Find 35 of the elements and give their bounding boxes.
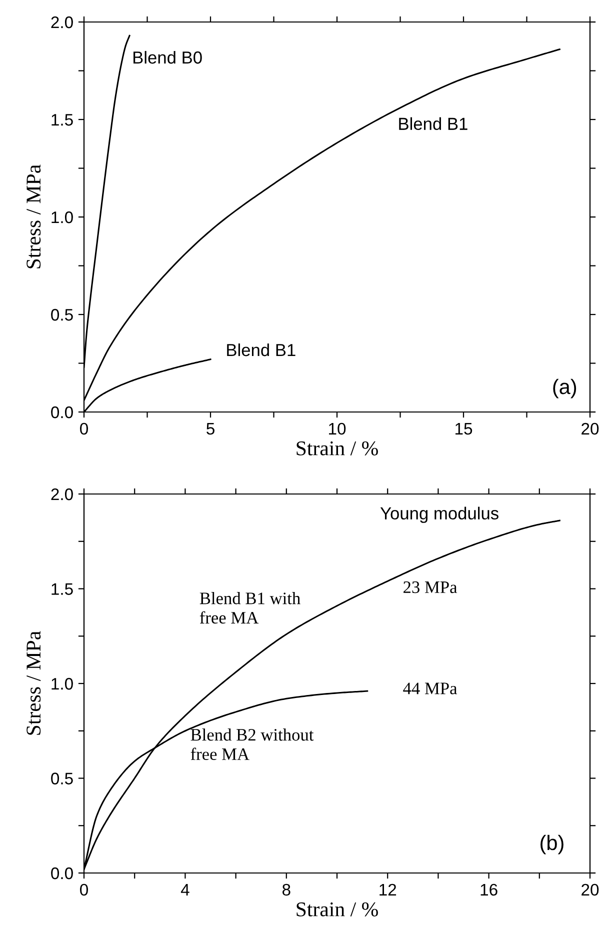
annotation: 23 MPa bbox=[404, 581, 458, 594]
y-tick-label: 1.5 bbox=[52, 583, 73, 595]
x-tick-label: 8 bbox=[282, 884, 290, 896]
x-tick-label: 0 bbox=[80, 422, 88, 435]
x-tick-label: 20 bbox=[582, 884, 599, 896]
annotation: (b) bbox=[540, 834, 564, 854]
y-tick-label: 2.0 bbox=[51, 488, 73, 500]
annotation: (a) bbox=[553, 378, 576, 398]
y-tick-label: 1.5 bbox=[52, 114, 73, 126]
y-tick-label: 1.0 bbox=[52, 211, 73, 224]
x-axis-title: Strain / % bbox=[296, 902, 378, 916]
x-tick-label: 0 bbox=[80, 884, 88, 896]
x-tick-label: 4 bbox=[180, 884, 190, 896]
annotation: Blend B1 with free MA bbox=[200, 592, 300, 624]
y-tick-label: 0.5 bbox=[51, 308, 73, 321]
y-tick-label: 0.5 bbox=[51, 772, 73, 784]
y-tick-label: 0.0 bbox=[51, 867, 73, 880]
y-axis-title: Stress / MPa bbox=[26, 164, 41, 268]
x-tick-label: 12 bbox=[380, 884, 396, 896]
x-tick-label: 15 bbox=[456, 423, 472, 435]
x-tick-label: 20 bbox=[582, 422, 599, 435]
y-tick-label: 2.0 bbox=[51, 16, 73, 28]
annotation: 44 MPa bbox=[403, 682, 458, 694]
x-tick-label: 16 bbox=[480, 884, 498, 896]
x-axis-title: Strain / % bbox=[296, 441, 378, 456]
annotation: Blend B1 bbox=[399, 117, 468, 130]
annotation: Young modulus bbox=[380, 506, 498, 523]
annotation: Blend B1 bbox=[227, 343, 296, 356]
annotation: Blend B2 without free MA bbox=[190, 728, 314, 760]
annotation: Blend B0 bbox=[133, 50, 202, 64]
y-tick-label: 1.0 bbox=[52, 678, 73, 690]
x-tick-label: 5 bbox=[206, 423, 214, 435]
x-tick-label: 10 bbox=[329, 422, 346, 435]
y-tick-label: 0.0 bbox=[51, 406, 73, 418]
y-axis-title: Stress / MPa bbox=[26, 631, 41, 735]
